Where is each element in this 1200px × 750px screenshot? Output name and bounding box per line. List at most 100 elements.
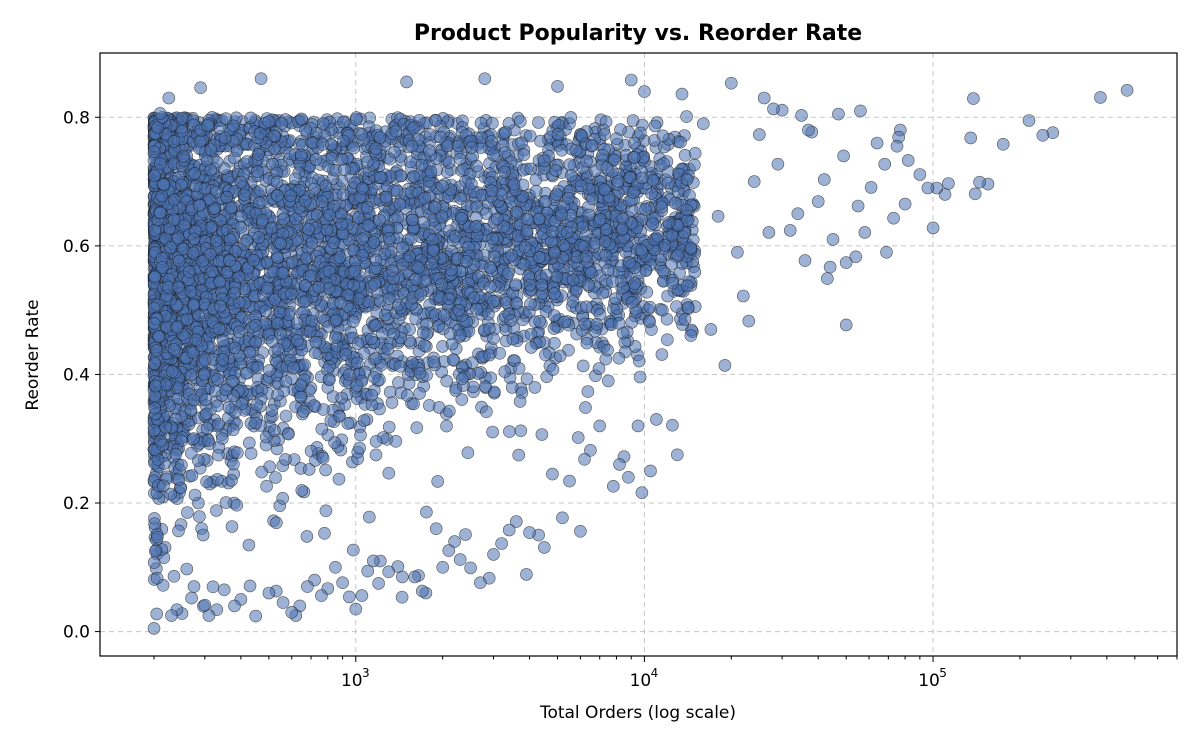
data-point <box>315 195 329 208</box>
data-point <box>581 385 595 398</box>
data-point <box>599 223 613 236</box>
data-point <box>529 173 543 186</box>
data-point <box>349 113 363 126</box>
data-point <box>487 148 500 162</box>
data-point <box>590 317 604 331</box>
data-point <box>196 528 210 542</box>
data-point <box>514 424 528 438</box>
data-point <box>212 322 226 336</box>
data-point <box>550 270 564 284</box>
data-point <box>205 265 219 279</box>
data-point <box>193 510 206 523</box>
data-point <box>547 309 561 322</box>
data-point <box>612 316 626 330</box>
data-point <box>228 341 242 355</box>
data-point <box>442 156 456 169</box>
data-point <box>466 356 479 370</box>
data-point <box>437 309 451 322</box>
data-point <box>517 148 531 162</box>
data-point <box>405 139 419 153</box>
data-point <box>235 397 249 411</box>
data-point <box>351 337 365 350</box>
data-point <box>442 292 456 306</box>
data-point <box>396 241 409 254</box>
data-point <box>225 520 239 533</box>
data-point <box>200 422 214 435</box>
data-point <box>628 277 641 290</box>
data-point <box>435 277 448 291</box>
data-point <box>601 263 615 277</box>
data-point <box>316 117 330 130</box>
data-point <box>240 155 254 168</box>
data-point <box>175 112 189 125</box>
data-point <box>553 349 567 363</box>
data-point <box>548 246 562 259</box>
data-point <box>582 208 596 222</box>
data-point <box>218 131 232 145</box>
data-point <box>244 111 257 125</box>
data-point <box>352 211 365 224</box>
data-point <box>373 213 386 227</box>
data-point <box>575 129 589 143</box>
data-point <box>290 334 304 347</box>
data-point <box>365 332 378 346</box>
data-point <box>252 231 266 244</box>
data-point <box>524 162 538 176</box>
data-point <box>379 308 392 322</box>
data-point <box>670 300 683 313</box>
data-point <box>410 421 424 435</box>
data-point <box>512 362 526 375</box>
data-point <box>222 401 236 414</box>
data-point <box>643 300 657 314</box>
data-point <box>262 364 276 377</box>
data-point <box>299 123 312 137</box>
data-point <box>427 355 441 369</box>
data-point <box>350 379 364 392</box>
data-point <box>452 303 465 317</box>
data-point <box>307 399 321 412</box>
data-point <box>533 250 547 264</box>
data-point <box>150 344 163 357</box>
data-point <box>571 431 585 444</box>
data-point <box>455 372 469 386</box>
data-point <box>335 391 349 405</box>
data-point <box>253 196 266 210</box>
data-point <box>580 300 593 314</box>
data-point <box>354 428 367 442</box>
data-point <box>273 305 287 319</box>
data-point <box>481 307 495 321</box>
data-point <box>210 504 223 517</box>
data-point <box>443 327 457 341</box>
data-point <box>323 359 336 373</box>
data-point <box>339 347 352 361</box>
data-point <box>323 208 337 222</box>
data-point <box>403 250 416 264</box>
data-point <box>674 135 687 149</box>
data-point <box>626 114 640 127</box>
data-point <box>231 446 244 460</box>
data-point <box>393 359 407 373</box>
data-point <box>367 370 381 384</box>
data-point <box>528 381 542 394</box>
data-point <box>204 143 218 156</box>
data-point <box>212 417 225 431</box>
data-point <box>665 257 679 271</box>
data-point <box>277 212 290 226</box>
data-point <box>294 389 307 403</box>
data-point <box>499 126 512 139</box>
data-point <box>395 590 409 604</box>
data-point <box>454 192 467 205</box>
data-point <box>420 505 433 519</box>
data-point <box>279 409 293 423</box>
data-point <box>661 176 675 190</box>
data-point <box>585 139 599 152</box>
data-point <box>254 184 268 197</box>
data-point <box>234 210 248 223</box>
data-point <box>668 196 682 210</box>
data-point <box>503 425 516 438</box>
data-point <box>194 134 207 148</box>
data-point <box>302 463 316 476</box>
data-point <box>505 249 519 262</box>
data-point <box>680 279 694 293</box>
